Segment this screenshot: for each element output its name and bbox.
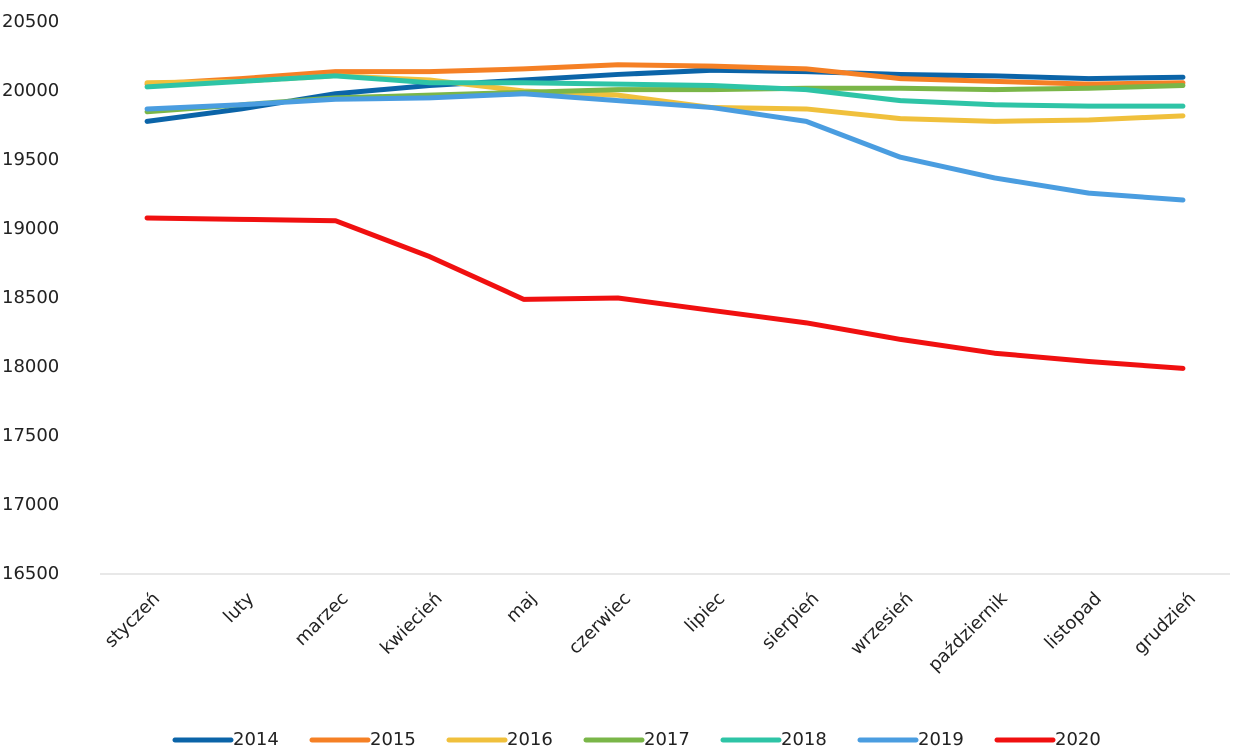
x-tick-label: listopad (1041, 588, 1106, 653)
y-tick-label: 20500 (2, 11, 59, 32)
x-tick-label: styczeń (101, 588, 165, 652)
x-tick-label: luty (219, 588, 258, 627)
x-tick-label: lipiec (681, 588, 729, 636)
legend-label: 2016 (507, 729, 553, 750)
series-line (144, 62, 1186, 87)
x-tick-label: czerwiec (565, 588, 635, 658)
series-line (144, 215, 1186, 371)
x-tick-label: wrzesień (846, 588, 917, 659)
x-tick-label: marzec (291, 588, 353, 650)
legend-label: 2018 (781, 729, 827, 750)
series-line (144, 67, 1186, 124)
legend-label: 2014 (233, 729, 279, 750)
series-line (144, 91, 1186, 203)
y-tick-label: 16500 (2, 563, 59, 584)
x-tick-label: maj (502, 588, 541, 627)
y-tick-label: 17500 (2, 425, 59, 446)
y-tick-label: 19500 (2, 149, 59, 170)
legend-label: 2017 (644, 729, 690, 750)
x-tick-label: październik (924, 588, 1012, 676)
legend-label: 2019 (918, 729, 964, 750)
x-tick-label: sierpień (758, 588, 824, 654)
series-line (144, 73, 1186, 109)
legend-label: 2020 (1055, 729, 1101, 750)
y-tick-label: 18500 (2, 287, 59, 308)
y-tick-label: 17000 (2, 494, 59, 515)
x-tick-label: grudzień (1130, 588, 1200, 658)
x-tick-label: kwiecień (376, 588, 446, 658)
legend-label: 2015 (370, 729, 416, 750)
y-tick-label: 19000 (2, 218, 59, 239)
y-tick-label: 20000 (2, 80, 59, 101)
y-tick-label: 18000 (2, 356, 59, 377)
